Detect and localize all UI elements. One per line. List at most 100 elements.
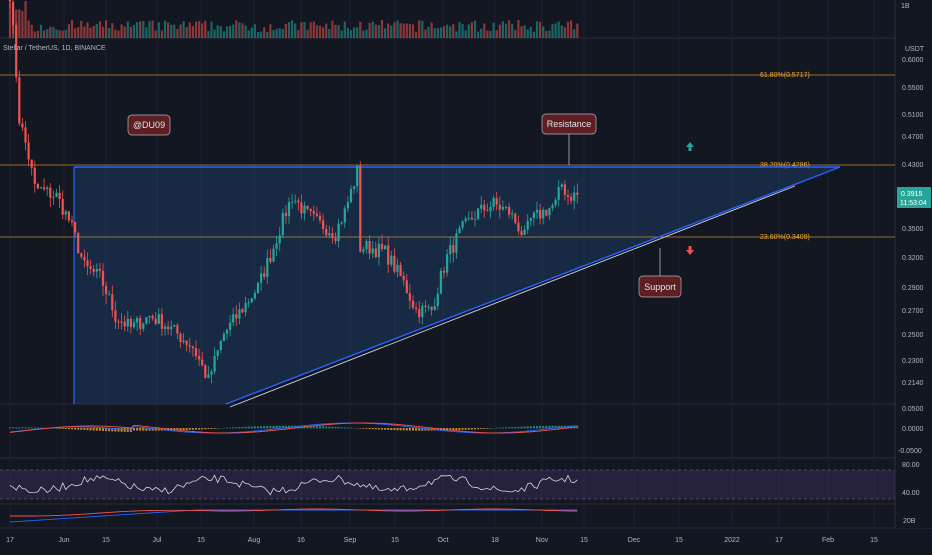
candle-body (83, 257, 85, 261)
candle-body (390, 256, 392, 265)
macd-histogram-bar (490, 428, 492, 429)
volume-bar (176, 29, 178, 38)
macd-histogram-bar (251, 427, 253, 429)
fib-label-236: 23.60%(0.3409) (760, 234, 810, 241)
volume-bar (31, 25, 33, 38)
volume-bar (446, 25, 448, 38)
volume-bar (279, 28, 281, 38)
candle-body (409, 293, 411, 301)
candle-body (49, 188, 51, 198)
candle-body (220, 341, 222, 350)
candle-body (341, 223, 343, 224)
candle-body (86, 260, 88, 266)
volume-bar (493, 23, 495, 38)
volume-bar (198, 21, 200, 38)
macd-histogram-bar (12, 427, 14, 428)
macd-histogram-bar (524, 427, 526, 429)
candle-body (9, 0, 11, 2)
macd-histogram-bar (325, 427, 327, 429)
macd-histogram-bar (462, 428, 464, 430)
candle-body (232, 314, 234, 322)
volume-bar (300, 22, 302, 38)
macd-histogram-bar (245, 427, 247, 429)
volume-bar (480, 29, 482, 38)
time-tick: Aug (248, 537, 261, 544)
candle-body (148, 316, 150, 317)
volume-bar (359, 22, 361, 38)
macd-histogram-bar (521, 427, 523, 429)
volume-bar (486, 31, 488, 38)
candle-body (21, 123, 23, 127)
candle-body (443, 271, 445, 273)
price-tick: 0.5100 (902, 112, 924, 119)
macd-histogram-bar (390, 428, 392, 430)
volume-bar (452, 24, 454, 38)
candle-body (217, 350, 219, 356)
candle-body (517, 223, 519, 231)
macd-histogram-bar (235, 427, 237, 428)
last-price-value: 0.3915 (901, 191, 923, 198)
candle-body (406, 280, 408, 293)
candle-body (493, 198, 495, 207)
volume-bar (573, 29, 575, 38)
candle-body (28, 142, 30, 159)
time-tick: 15 (870, 537, 878, 544)
volume-bar (331, 21, 333, 38)
candle-body (229, 323, 231, 330)
candle-body (71, 220, 73, 222)
volume-bar (474, 21, 476, 38)
symbol-title: Stellar / TetherUS, 1D, BINANCE (3, 45, 106, 52)
macd-histogram-bar (183, 428, 185, 430)
volume-bar (145, 27, 147, 38)
volume-bar (170, 25, 172, 38)
macd-histogram-bar (468, 428, 470, 430)
candle-body (468, 218, 470, 219)
candle-body (369, 241, 371, 253)
macd-histogram-bar (316, 426, 318, 428)
author-tag-callout[interactable]: @DU09 (128, 115, 170, 135)
candle-body (108, 294, 110, 295)
candle-body (133, 322, 135, 327)
bottom-indicator-tick: 20B (903, 518, 916, 525)
macd-histogram-bar (533, 426, 535, 428)
macd-histogram-bar (403, 428, 405, 430)
macd-histogram-bar (387, 428, 389, 430)
macd-histogram-bar (527, 426, 529, 428)
volume-bar (431, 23, 433, 38)
volume-bar (272, 30, 274, 38)
volume-bar (207, 31, 209, 38)
macd-histogram-bar (34, 428, 36, 429)
volume-bar (9, 3, 11, 38)
macd-histogram-bar (31, 427, 33, 428)
macd-histogram-bar (542, 426, 544, 428)
candle-body (561, 184, 563, 187)
macd-histogram-bar (338, 427, 340, 428)
volume-bar (86, 22, 88, 38)
candle-body (511, 214, 513, 215)
price-tick: 0.4700 (902, 134, 924, 141)
volume-bar (334, 25, 336, 38)
macd-histogram-bar (217, 428, 219, 429)
candle-body (499, 205, 501, 210)
candle-body (412, 301, 414, 308)
macd-histogram-bar (397, 428, 399, 430)
volume-bar (313, 22, 315, 38)
volume-bar (542, 26, 544, 38)
candle-body (279, 235, 281, 243)
macd-histogram-bar (328, 427, 330, 429)
candle-body (238, 309, 240, 318)
volume-bar (468, 25, 470, 38)
volume-bar (384, 28, 386, 38)
macd-histogram-bar (254, 426, 256, 428)
volume-bar (108, 28, 110, 38)
volume-bar (90, 28, 92, 38)
candle-body (502, 207, 504, 209)
candle-body (254, 293, 256, 298)
volume-bar (55, 29, 57, 38)
volume-bar (517, 20, 519, 38)
volume-bar (561, 25, 563, 38)
volume-bar (18, 9, 20, 38)
volume-bar (235, 20, 237, 38)
